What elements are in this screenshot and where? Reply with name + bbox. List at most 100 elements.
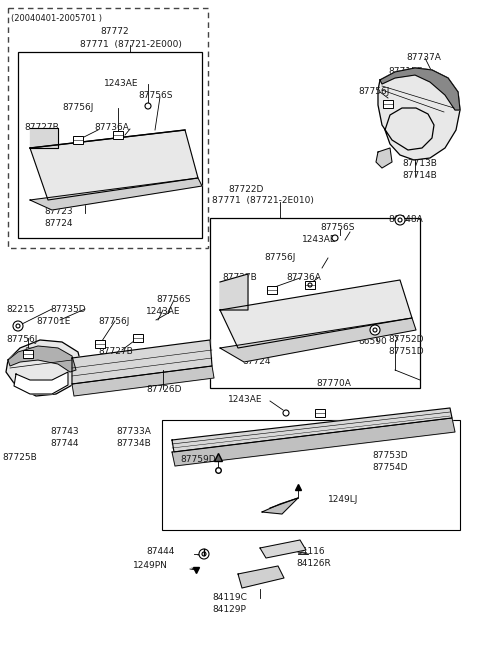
Text: 82215: 82215 (6, 305, 35, 314)
Text: 87727B: 87727B (98, 346, 133, 356)
Polygon shape (220, 274, 248, 310)
Circle shape (332, 235, 338, 241)
Text: 87759D: 87759D (180, 455, 216, 464)
Text: 87770A: 87770A (316, 379, 351, 388)
Text: 87714B: 87714B (402, 170, 437, 179)
Bar (315, 409, 325, 417)
Bar (73, 136, 83, 144)
Text: 87771  (87721-2E010): 87771 (87721-2E010) (212, 196, 314, 206)
Bar (133, 334, 143, 342)
Text: 87756S: 87756S (156, 295, 191, 303)
Bar (113, 131, 123, 139)
Polygon shape (376, 148, 392, 168)
Polygon shape (30, 178, 202, 210)
Text: 87724: 87724 (242, 356, 271, 365)
Text: 1243AE: 1243AE (104, 79, 139, 88)
Polygon shape (30, 128, 58, 148)
Text: 84119C: 84119C (212, 593, 247, 601)
Text: 87737A: 87737A (406, 52, 441, 62)
Text: 87745A: 87745A (24, 346, 59, 356)
Circle shape (373, 328, 377, 332)
Text: 87771  (87721-2E000): 87771 (87721-2E000) (80, 39, 182, 48)
Text: 87723: 87723 (242, 345, 271, 354)
Polygon shape (72, 340, 212, 384)
Circle shape (202, 552, 206, 556)
Text: 87756J: 87756J (358, 86, 389, 96)
Bar (305, 281, 315, 289)
Text: 87753D: 87753D (372, 451, 408, 460)
Text: 87756J: 87756J (264, 252, 295, 261)
Text: 87726D: 87726D (146, 384, 181, 394)
Circle shape (398, 218, 402, 222)
Polygon shape (72, 366, 214, 396)
Text: 87756J: 87756J (6, 335, 37, 343)
Text: 87744: 87744 (50, 438, 79, 447)
Text: 1249PN: 1249PN (133, 561, 168, 571)
Circle shape (395, 215, 405, 225)
Circle shape (145, 103, 151, 109)
Text: 87735D: 87735D (50, 305, 85, 314)
Text: 86590: 86590 (358, 337, 387, 345)
Bar (18, 52, 202, 238)
Text: 87733A: 87733A (116, 426, 151, 436)
Text: 1249LJ: 1249LJ (328, 495, 359, 504)
Text: 87734B: 87734B (116, 438, 151, 447)
Polygon shape (378, 68, 460, 160)
Text: 87722D: 87722D (228, 185, 264, 193)
Text: 87752D: 87752D (388, 335, 423, 343)
Circle shape (370, 325, 380, 335)
Text: 1243AE: 1243AE (228, 396, 263, 405)
Polygon shape (8, 346, 76, 372)
Bar (162, 420, 460, 530)
Polygon shape (172, 408, 452, 452)
Text: (20040401-2005701 ): (20040401-2005701 ) (11, 14, 102, 22)
Text: 87772: 87772 (100, 28, 129, 37)
Text: 87715E: 87715E (388, 67, 422, 75)
Polygon shape (220, 318, 416, 362)
Text: HYUNDAI: HYUNDAI (86, 157, 144, 167)
Text: 87756J: 87756J (98, 316, 130, 326)
Polygon shape (14, 372, 68, 394)
Text: 84116: 84116 (296, 548, 324, 557)
Bar (210, 218, 420, 388)
Polygon shape (260, 540, 306, 558)
Circle shape (199, 549, 209, 559)
Text: 87736A: 87736A (286, 272, 321, 282)
Text: 87756S: 87756S (138, 90, 172, 100)
Text: 87756S: 87756S (320, 223, 355, 233)
Text: 87754D: 87754D (372, 464, 408, 472)
Text: 87727B: 87727B (222, 272, 257, 282)
Text: 87751D: 87751D (388, 346, 424, 356)
Text: 87756J: 87756J (62, 102, 94, 111)
Bar (267, 286, 277, 294)
Text: 87727B: 87727B (24, 122, 59, 132)
Bar (8, 8, 208, 248)
Text: 87724: 87724 (44, 219, 72, 229)
Text: 87723: 87723 (44, 208, 72, 217)
Circle shape (283, 410, 289, 416)
Polygon shape (30, 130, 198, 200)
Text: 84126R: 84126R (296, 559, 331, 569)
Bar (23, 350, 33, 358)
Polygon shape (172, 418, 455, 466)
Polygon shape (380, 68, 460, 110)
Polygon shape (220, 280, 412, 348)
Circle shape (308, 283, 312, 287)
Text: 87725B: 87725B (2, 453, 37, 462)
Bar (383, 100, 393, 108)
Text: 86848A: 86848A (388, 214, 423, 223)
Text: 87736A: 87736A (94, 122, 129, 132)
Polygon shape (6, 340, 82, 396)
Text: 87713B: 87713B (402, 159, 437, 168)
Bar (95, 340, 105, 348)
Text: 84129P: 84129P (212, 605, 246, 614)
Text: 1243AE: 1243AE (302, 236, 336, 244)
Text: 1243AE: 1243AE (146, 307, 180, 316)
Polygon shape (262, 498, 298, 514)
Text: 87444: 87444 (146, 548, 174, 557)
Circle shape (16, 324, 20, 328)
Text: 87743: 87743 (50, 426, 79, 436)
Polygon shape (238, 566, 284, 588)
Text: 87701E: 87701E (36, 316, 71, 326)
Circle shape (13, 321, 23, 331)
